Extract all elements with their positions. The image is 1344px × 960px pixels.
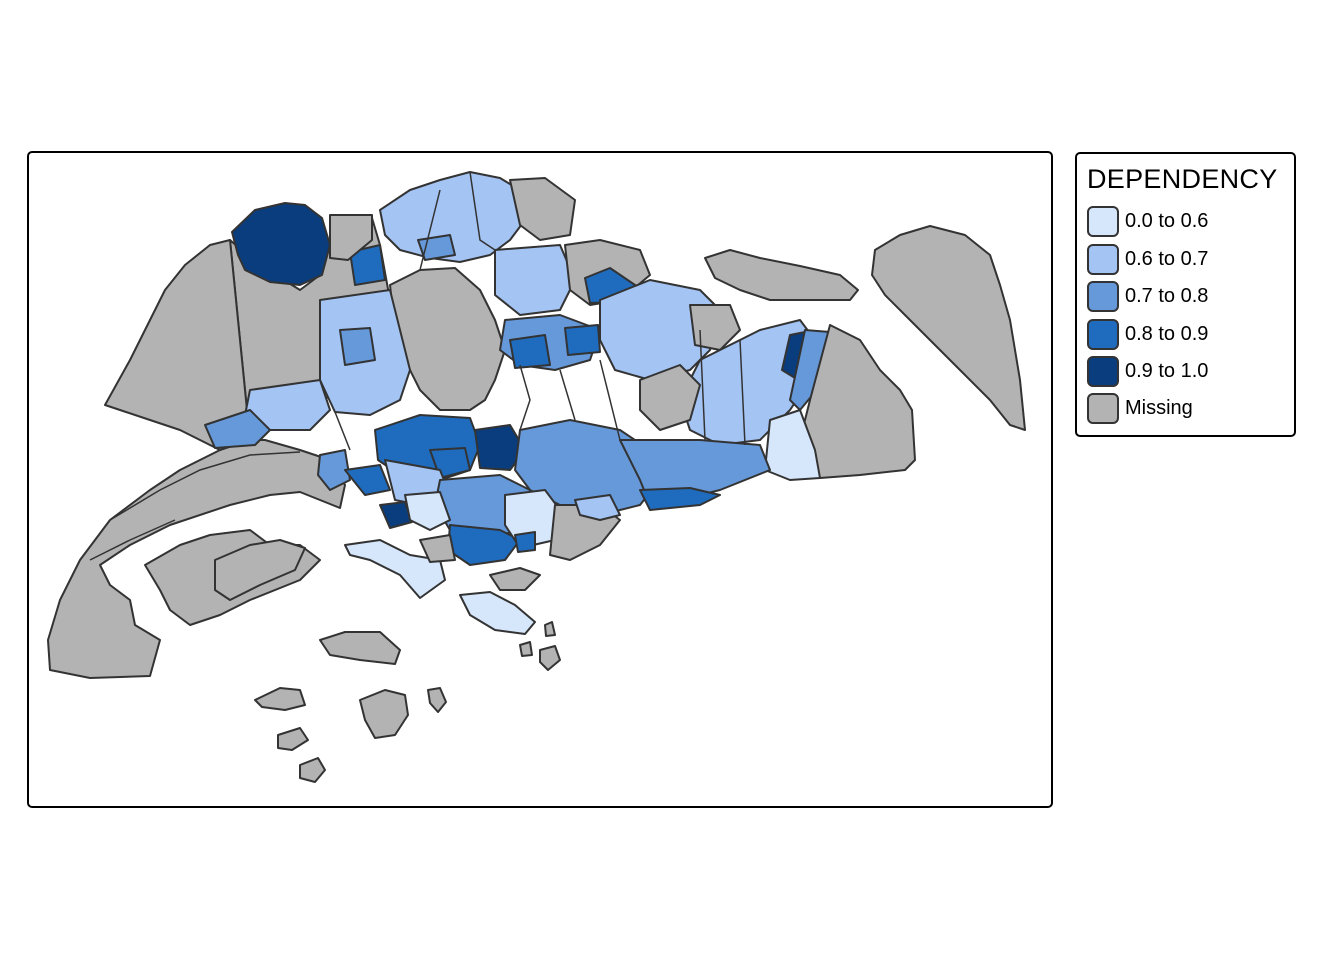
boundary-line [699,329,706,441]
region-east-grey-1 [689,304,741,351]
region-south-island-6 [427,687,447,713]
legend: DEPENDENCY 0.0 to 0.6 0.6 to 0.7 0.7 to … [1075,152,1296,437]
region-south-central-9 [489,567,541,591]
region-south-central-10 [419,534,456,563]
region-islet-1 [539,645,561,671]
region-ubin [704,249,859,301]
legend-swatch [1087,356,1119,387]
region-east-grey-2 [639,364,701,431]
region-north-6 [509,177,576,241]
boundary-line [519,364,531,431]
region-islet-2 [519,641,533,657]
legend-label: 0.9 to 1.0 [1125,360,1209,382]
region-north-4 [329,214,373,261]
legend-item-3: 0.8 to 0.9 [1087,319,1287,352]
boundary-line [469,171,496,251]
region-south-island-1 [319,631,401,665]
legend-swatch [1087,244,1119,275]
region-south-central-8 [574,494,621,521]
legend-item-5: Missing [1087,393,1287,426]
legend-swatch [1087,319,1119,350]
region-south-island-3 [359,689,409,739]
region-north-3 [349,244,386,286]
boundary-line [739,339,746,446]
region-sentosa [459,591,536,635]
legend-item-1: 0.6 to 0.7 [1087,244,1287,277]
region-jurong-island-2 [214,539,306,601]
legend-swatch [1087,206,1119,237]
region-south-island-2 [254,687,306,711]
region-tekong [871,225,1026,431]
region-north-1 [379,171,526,263]
region-south-central-3 [404,491,451,531]
region-central-catchment [389,267,506,411]
region-mid-7 [564,324,601,356]
boundary-line [109,451,301,521]
region-mid-6 [509,334,551,369]
region-mid-4 [204,409,271,449]
region-south-island-4 [277,727,309,751]
boundary-line [559,369,576,421]
region-mid-2 [339,327,376,366]
region-central-7 [317,449,351,491]
legend-item-2: 0.7 to 0.8 [1087,281,1287,314]
legend-swatch [1087,393,1119,424]
region-islet-3 [544,621,556,637]
boundary-lines [89,171,746,561]
boundary-line [599,359,621,441]
legend-label: 0.0 to 0.6 [1125,210,1209,232]
legend-label: 0.7 to 0.8 [1125,285,1209,307]
region-south-central-6 [514,531,536,553]
legend-swatch [1087,281,1119,312]
region-north-west [231,202,331,286]
legend-title: DEPENDENCY [1087,164,1278,194]
region-central-8 [344,464,391,496]
legend-label: 0.6 to 0.7 [1125,248,1209,270]
region-south-island-5 [299,757,326,783]
region-port [344,539,446,599]
legend-item-4: 0.9 to 1.0 [1087,356,1287,389]
legend-label: 0.8 to 0.9 [1125,323,1209,345]
legend-item-0: 0.0 to 0.6 [1087,206,1287,239]
region-central-6 [639,487,721,511]
region-north-5 [494,244,576,316]
legend-label: Missing [1125,397,1193,419]
boundary-line [419,189,441,271]
boundary-line [89,519,176,561]
boundary-line [334,411,351,451]
